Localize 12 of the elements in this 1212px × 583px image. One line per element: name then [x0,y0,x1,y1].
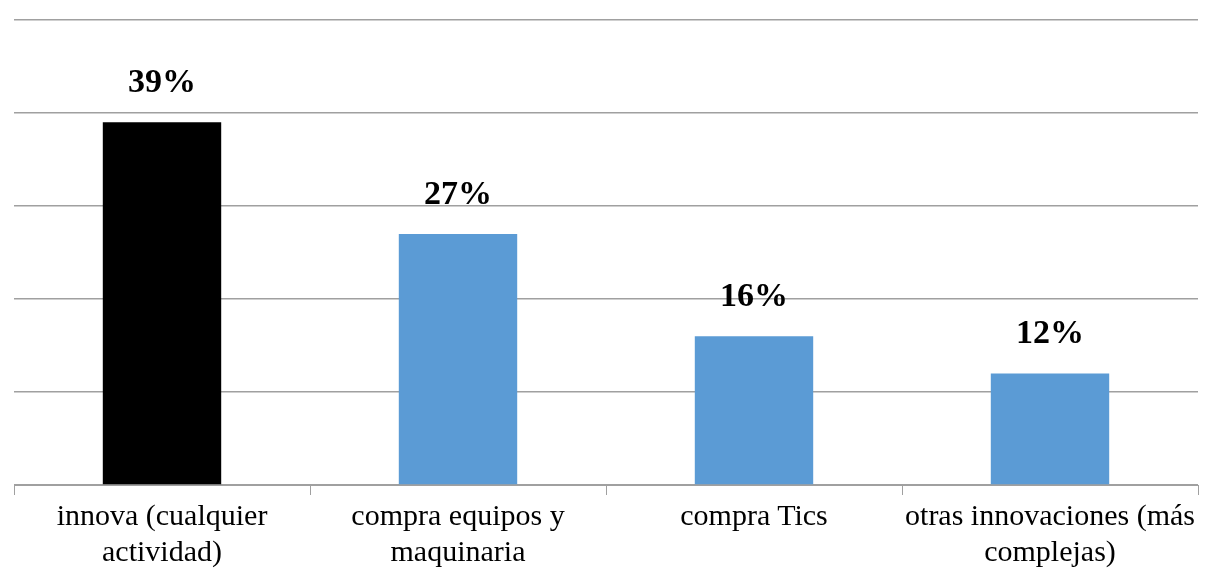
bar [102,122,222,485]
bar [694,336,814,485]
x-tick-label: innova (cualquier actividad) [56,497,268,568]
x-tick-label: compra Tics [680,497,828,531]
x-tick-label: compra equipos y maquinaria [351,497,565,567]
data-label: 27% [424,173,492,211]
x-tick-label: otras innovaciones (más complejas) [905,497,1195,568]
bar [990,373,1110,485]
bar [398,233,518,485]
data-label: 16% [720,275,788,313]
data-label: 12% [1016,313,1084,351]
data-label: 39% [128,62,196,100]
